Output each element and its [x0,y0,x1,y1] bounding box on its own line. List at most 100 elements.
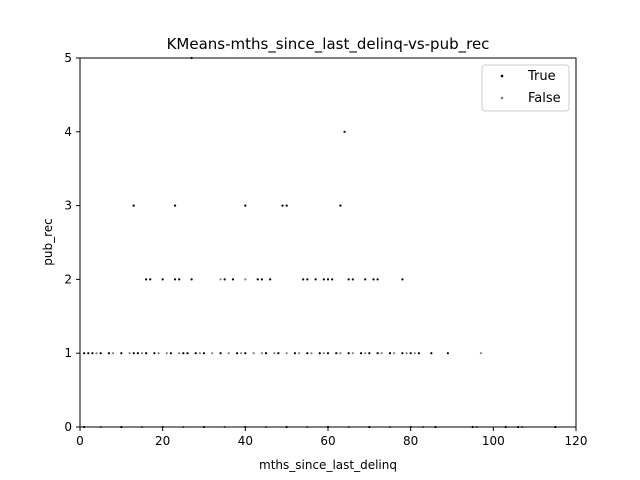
data-point-false [244,278,247,281]
data-point-true [335,352,338,355]
data-point-false [339,352,342,355]
y-tick-label: 5 [64,51,72,65]
legend-marker-true [500,74,504,78]
data-point-true [318,352,321,355]
legend-marker-false [500,96,504,100]
data-point-true [186,352,189,355]
data-point-false [380,352,383,355]
data-point-true [281,204,284,207]
data-point-true [87,352,90,355]
data-point-true [178,278,181,281]
data-point-true [368,352,371,355]
data-point-false [198,352,201,355]
data-point-true [347,352,350,355]
data-point-true [173,204,177,207]
data-point-true [343,130,346,133]
data-point-true [83,352,86,355]
data-point-true [231,278,235,281]
y-tick-label: 0 [64,420,72,434]
data-point-true [376,352,379,355]
data-point-true [244,204,247,207]
data-point-true [293,352,297,355]
y-axis: 0 1 2 3 4 5 [64,51,80,434]
data-point-true [153,352,156,355]
x-tick-label: 40 [238,434,253,448]
data-point-false [364,352,367,355]
data-point-true [269,278,272,281]
data-point-true [347,278,350,281]
data-point-true [264,352,268,355]
data-point-true [120,352,123,355]
y-tick-label: 1 [64,346,72,360]
data-point-true [388,352,392,355]
x-tick-label: 0 [76,434,84,448]
data-point-true [314,278,317,281]
legend-label-true: True [527,69,556,84]
data-point-false [227,352,230,355]
data-point-false [157,352,160,355]
data-point-false [405,352,408,355]
data-point-false [211,352,214,355]
data-point-true [244,352,247,355]
data-point-true [430,352,433,355]
data-point-true [182,352,185,355]
data-point-true [219,352,222,355]
data-point-false [219,278,222,281]
data-point-false [178,352,181,355]
data-point-true [322,278,325,281]
data-point-false [128,352,131,355]
data-point-false [273,352,276,355]
x-tick-label: 60 [320,434,335,448]
data-point-true [446,352,449,355]
data-point-false [351,352,354,355]
data-point-false [165,352,168,355]
x-axis-label: mths_since_last_delinq [259,458,397,472]
points-layer [83,56,557,429]
data-point-true [99,352,102,355]
data-point-true [260,278,263,281]
data-point-false [393,352,396,355]
x-tick-label: 100 [482,434,505,448]
data-point-false [111,352,115,355]
data-point-true [136,352,139,355]
legend: True False [481,64,570,112]
y-tick-label: 4 [64,125,72,139]
data-point-true [359,352,363,355]
data-point-true [256,278,259,281]
data-point-true [91,352,94,355]
data-point-true [145,352,148,355]
data-point-false [95,352,98,355]
data-point-true [326,278,330,281]
data-point-true [277,352,280,355]
data-point-true [194,352,197,355]
data-point-false [252,352,255,355]
data-point-true [409,352,412,355]
data-point-false [240,352,243,355]
data-point-false [479,352,483,355]
data-point-true [223,278,226,281]
legend-box [481,64,570,112]
data-point-true [202,352,206,355]
plot-area [79,56,577,429]
data-point-true [132,204,135,207]
data-point-true [169,352,173,355]
x-tick-label: 120 [565,434,588,448]
data-point-true [306,352,309,355]
data-point-true [149,278,152,281]
data-point-true [417,352,421,355]
data-point-true [326,352,330,355]
data-point-true [372,278,375,281]
chart-title: KMeans-mths_since_last_delinq-vs-pub_rec [167,35,490,54]
x-tick-label: 20 [155,434,170,448]
data-point-true [145,278,148,281]
plot-frame [80,58,576,427]
data-point-true [351,278,354,281]
y-tick-label: 2 [64,272,72,286]
data-point-false [285,352,288,355]
data-point-true [235,352,239,355]
data-point-true [190,278,193,281]
x-tick-label: 80 [403,434,418,448]
data-point-true [306,278,309,281]
x-axis: 0 20 40 60 80 100 120 [76,427,587,448]
